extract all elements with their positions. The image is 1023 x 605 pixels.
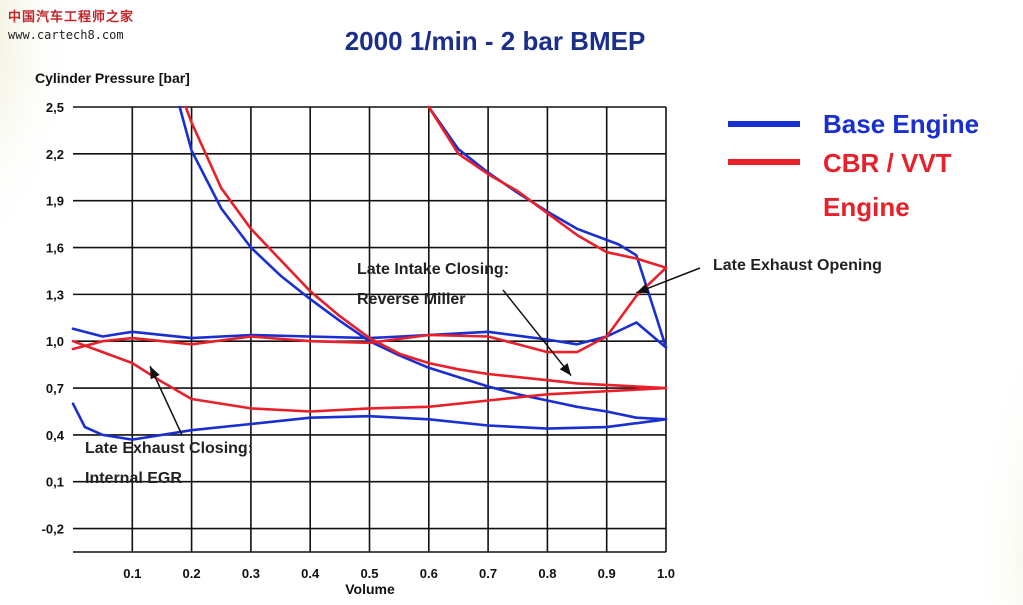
x-tick-label: 1.0 — [657, 566, 675, 581]
series-line-base-engine — [427, 105, 668, 349]
series-line-cbr-vvt — [71, 266, 668, 354]
x-axis-label: Volume — [345, 581, 395, 597]
x-tick-label: 0.5 — [360, 566, 378, 581]
y-tick-label: 0,4 — [46, 428, 65, 443]
annotation-late-exhaust-closing-text: Late Exhaust Closing: — [85, 440, 253, 457]
y-tick-label: 0,1 — [46, 475, 64, 490]
series-line-base-engine — [71, 402, 668, 441]
legend-label-cbr-vvt: CBR / VVT — [823, 148, 952, 178]
annotation-late-intake-closing-text: Late Intake Closing: — [357, 261, 509, 278]
annotation-late-intake-closing-arrow — [502, 289, 572, 377]
y-tick-label: 1,0 — [46, 334, 64, 349]
chart-title: 2000 1/min - 2 bar BMEP — [344, 26, 646, 56]
series-line-cbr-vvt — [427, 105, 668, 270]
x-tick-label: 0.6 — [420, 566, 438, 581]
annotation-late-exhaust-closing-text: Internal EGR — [85, 470, 182, 487]
y-tick-label: 0,7 — [46, 381, 64, 396]
x-tick-label: 0.7 — [479, 566, 497, 581]
series-lines — [71, 105, 668, 441]
y-tick-label: 1,6 — [46, 241, 64, 256]
series-line-cbr-vvt — [71, 339, 668, 413]
x-tick-label: 0.4 — [301, 566, 320, 581]
y-tick-label: 1,3 — [46, 287, 64, 302]
annotation-late-exhaust-opening-arrowhead — [636, 283, 650, 294]
tick-labels: 0.1 0.2 0.3 0.4 0.5 0.6 0.7 0.8 0.9 1.0 2,5 2,2 1,9 1… — [42, 100, 675, 581]
legend: Base Engine CBR / VVT Engine — [728, 109, 979, 222]
annotation-late-intake-closing-arrowhead — [559, 363, 572, 376]
annotation-late-exhaust-opening-text: Late Exhaust Opening — [713, 257, 882, 274]
watermark-site-name: 中国汽车工程师之家 — [8, 10, 135, 25]
legend-label-base-engine: Base Engine — [823, 109, 979, 139]
x-tick-label: 0.3 — [242, 566, 260, 581]
x-tick-label: 0.1 — [123, 566, 141, 581]
x-tick-label: 0.9 — [598, 566, 616, 581]
annotation-late-intake-closing-text: Reverse Miller — [357, 291, 466, 308]
annotation-late-exhaust-closing-arrowhead — [150, 366, 160, 380]
annotation-late-exhaust-closing-arrow — [149, 365, 183, 436]
watermark: 中国汽车工程师之家 www.cartech8.com — [8, 6, 134, 42]
annotations: Late Intake Closing: Reverse Miller Late E… — [85, 257, 882, 487]
y-tick-label: 2,5 — [46, 100, 64, 115]
watermark-url: www.cartech8.com — [8, 28, 124, 42]
y-tick-label: 2,2 — [46, 147, 64, 162]
y-tick-label: -0,2 — [42, 522, 64, 537]
grid — [73, 106, 667, 552]
x-tick-label: 0.8 — [538, 566, 556, 581]
legend-label-cbr-vvt-line2: Engine — [823, 192, 910, 222]
y-tick-label: 1,9 — [46, 194, 64, 209]
series-line-cbr-vvt — [184, 105, 668, 390]
x-tick-label: 0.2 — [183, 566, 201, 581]
series-line-base-engine — [178, 105, 668, 421]
y-axis-label: Cylinder Pressure [bar] — [35, 70, 190, 86]
